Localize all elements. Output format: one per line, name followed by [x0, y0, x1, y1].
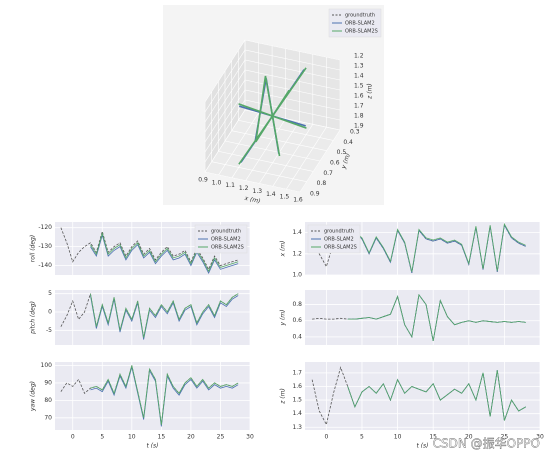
series-line [90, 233, 239, 275]
grid-line [204, 59, 341, 123]
x-tick-label: 1.4 [266, 191, 276, 198]
y-tick-label: 0.4 [292, 333, 302, 340]
x-tick-label: 0 [324, 434, 328, 441]
y-tick-label: 1.0 [292, 272, 302, 279]
y-tick-label: 0.6 [330, 160, 340, 167]
y-axis-label: yaw (deg) [30, 381, 37, 412]
legend-label: groundtruth [345, 13, 375, 19]
x-axis-label: t (s) [416, 443, 428, 450]
x-tick-label: 20 [465, 434, 473, 441]
y-axis-label: pitch (deg) [30, 301, 37, 335]
y-tick-label: 0.6 [292, 317, 302, 324]
y-tick-label: 1.4 [292, 410, 302, 417]
x-tick-label: 1.5 [280, 194, 290, 201]
x-axis-label: x (m) [243, 195, 261, 205]
legend-label: groundtruth [211, 229, 241, 235]
grid-line [204, 89, 341, 153]
y-tick-label: 1.3 [292, 424, 302, 431]
z-tick-label: 1.5 [354, 83, 364, 90]
y-tick-label: 0.3 [350, 129, 360, 136]
grid-line [204, 49, 341, 113]
y-tick-label: 1.2 [292, 250, 302, 257]
z-tick-label: 1.9 [354, 123, 364, 130]
x-tick-label: 5 [100, 434, 104, 441]
x-tick-label: 0 [71, 434, 75, 441]
y-tick-label: 1.4 [292, 229, 302, 236]
x-tick-label: 25 [217, 434, 225, 441]
grid-line [204, 39, 341, 103]
series-line [347, 370, 526, 421]
y-axis-label: y (m) [340, 152, 352, 170]
y-tick-label: 0 [48, 309, 52, 316]
series-line [90, 365, 239, 425]
y-tick-label: -130 [38, 243, 52, 250]
y-axis-label: y (m) [280, 310, 287, 327]
legend-label: ORB-SLAM2S [211, 245, 244, 251]
legend-label: ORB-SLAM2S [324, 245, 357, 251]
z-tick-label: 1.2 [354, 53, 364, 60]
x-tick-label: 10 [394, 434, 402, 441]
y-tick-label: -120 [38, 224, 52, 231]
y-tick-label: 1.5 [292, 397, 302, 404]
y-tick-label: 0.7 [323, 170, 333, 177]
y-tick-label: 70 [44, 414, 52, 421]
x-tick-label: 1.2 [239, 185, 249, 192]
x-tick-label: 20 [187, 434, 195, 441]
x-tick-label: 1.1 [225, 182, 235, 189]
y-tick-label: 1.7 [292, 369, 302, 376]
legend-label: ORB-SLAM2 [345, 21, 375, 27]
watermark: CSDN @振华OPPO [433, 437, 540, 451]
series-line [347, 293, 526, 342]
legend-label: ORB-SLAM2 [211, 237, 241, 243]
series-line [90, 231, 239, 273]
y-tick-label: 5 [48, 290, 52, 297]
x-tick-label: 15 [429, 434, 437, 441]
z-tick-label: 1.4 [354, 73, 364, 80]
z-axis-label: z (m) [366, 83, 373, 100]
x-tick-label: 25 [501, 434, 509, 441]
x-tick-label: 30 [536, 434, 544, 441]
x-axis-label: t (s) [146, 443, 158, 450]
x-tick-label: 30 [246, 434, 254, 441]
legend-label: ORB-SLAM2 [324, 237, 354, 243]
y-tick-label: -5 [46, 327, 52, 334]
y-tick-label: 100 [41, 362, 53, 369]
y-tick-label: 0.8 [292, 301, 302, 308]
y-axis-label: roll (deg) [30, 235, 37, 262]
y-tick-label: 0.5 [337, 149, 347, 156]
grid-line [204, 69, 341, 133]
x-tick-label: 1.3 [253, 188, 263, 195]
x-tick-label: 0.9 [198, 177, 208, 184]
x-tick-label: 15 [158, 434, 166, 441]
x-tick-label: 10 [128, 434, 136, 441]
legend-label: groundtruth [324, 229, 354, 235]
y-tick-label: 1.6 [292, 383, 302, 390]
series-line [60, 227, 239, 271]
y-tick-label: 0.9 [310, 191, 320, 198]
z-tick-label: 1.7 [354, 103, 364, 110]
grid-line [204, 99, 341, 163]
y-tick-label: 90 [44, 379, 52, 386]
z-tick-label: 1.3 [354, 63, 364, 70]
trajectory [238, 67, 307, 165]
z-tick-label: 1.6 [354, 93, 364, 100]
plot-area [55, 290, 250, 345]
x-tick-label: 1.0 [212, 179, 222, 186]
series-line [90, 293, 239, 338]
series-line [347, 222, 526, 272]
y-axis-label: x (m) [280, 241, 287, 258]
plot-area [55, 362, 250, 430]
legend-label: ORB-SLAM2S [345, 29, 378, 35]
y-tick-label: -140 [38, 262, 52, 269]
y-tick-label: 0.8 [317, 180, 327, 187]
y-tick-label: 80 [44, 397, 52, 404]
y-tick-label: 0.4 [343, 139, 353, 146]
grid-line [204, 79, 341, 143]
z-tick-label: 1.8 [354, 113, 364, 120]
y-axis-label: z (m) [280, 388, 287, 405]
grid-line [204, 109, 341, 173]
x-tick-label: 1.6 [293, 197, 303, 204]
x-tick-label: 5 [360, 434, 364, 441]
